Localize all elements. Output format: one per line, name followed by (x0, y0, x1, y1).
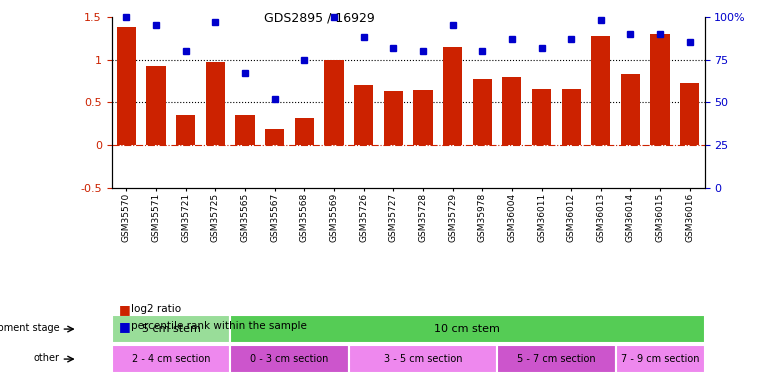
Bar (230, 345, 349, 373)
Text: ■: ■ (119, 303, 131, 316)
Bar (532, 89, 551, 145)
Bar (621, 74, 640, 145)
Text: 2 - 4 cm section: 2 - 4 cm section (132, 354, 210, 364)
Text: 10 cm stem: 10 cm stem (434, 324, 500, 334)
Text: log2 ratio: log2 ratio (131, 304, 181, 314)
Bar (651, 34, 670, 145)
Bar (502, 76, 521, 145)
Text: 5 cm stem: 5 cm stem (142, 324, 200, 334)
Bar (383, 91, 403, 145)
Text: 7 - 9 cm section: 7 - 9 cm section (621, 354, 699, 364)
Bar (236, 115, 255, 145)
Bar (295, 117, 314, 145)
Bar (349, 345, 497, 373)
Bar (413, 90, 433, 145)
Bar (230, 315, 705, 343)
Text: other: other (33, 352, 59, 363)
Bar (324, 60, 343, 145)
Bar (680, 82, 699, 145)
Text: ■: ■ (119, 320, 131, 333)
Bar (117, 27, 136, 145)
Bar (443, 47, 462, 145)
Text: GDS2895 / 16929: GDS2895 / 16929 (264, 11, 374, 24)
Bar (265, 129, 284, 145)
Bar (591, 36, 611, 145)
Bar (354, 85, 373, 145)
Bar (561, 89, 581, 145)
Text: 3 - 5 cm section: 3 - 5 cm section (383, 354, 462, 364)
Bar (112, 345, 230, 373)
Text: development stage: development stage (0, 322, 59, 333)
Bar (176, 115, 196, 145)
Text: percentile rank within the sample: percentile rank within the sample (131, 321, 306, 331)
Text: 5 - 7 cm section: 5 - 7 cm section (517, 354, 596, 364)
Bar (146, 66, 166, 145)
Bar (206, 62, 225, 145)
Bar (616, 345, 705, 373)
Bar (473, 79, 492, 145)
Bar (112, 315, 230, 343)
Text: 0 - 3 cm section: 0 - 3 cm section (250, 354, 329, 364)
Bar (497, 345, 616, 373)
